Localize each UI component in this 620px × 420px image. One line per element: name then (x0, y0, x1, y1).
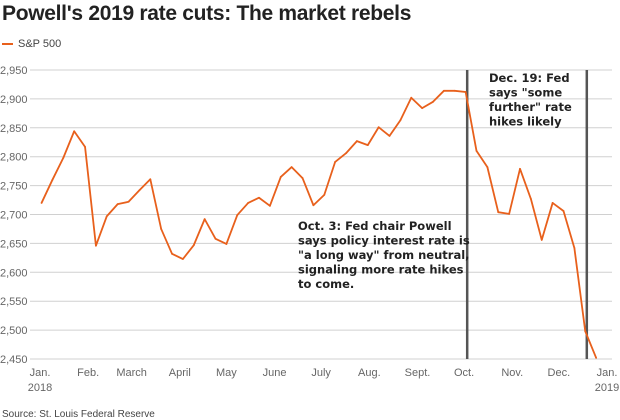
x-tick-year-label: 2019 (595, 382, 619, 394)
data-point (62, 156, 65, 159)
data-point (486, 166, 489, 169)
y-tick-label: 2,850 (0, 123, 28, 135)
y-tick-label: 2,700 (0, 210, 28, 222)
data-point (214, 237, 217, 240)
data-point (377, 126, 380, 129)
data-point (399, 119, 402, 122)
x-tick-label: Jan. (597, 367, 618, 379)
data-point (432, 100, 434, 103)
x-tick-label: March (116, 367, 147, 379)
x-tick-label: Aug. (358, 367, 381, 379)
x-tick-label: Nov. (501, 367, 523, 379)
annotation-text: says policy interest rate is (298, 234, 470, 248)
data-point (421, 107, 424, 110)
y-tick-label: 2,500 (0, 325, 28, 337)
data-point (595, 356, 598, 359)
data-point (519, 167, 521, 170)
data-point (562, 210, 565, 212)
data-point (366, 144, 369, 147)
data-point (225, 243, 228, 245)
data-point (290, 166, 293, 169)
data-point (105, 215, 108, 218)
sp500-line (40, 89, 597, 359)
data-point (410, 96, 413, 99)
y-tick-label: 2,800 (0, 152, 28, 164)
annotation-text: hikes likely (489, 115, 562, 129)
data-point (51, 178, 54, 181)
data-point (279, 176, 282, 178)
data-point (116, 203, 119, 205)
data-point (312, 204, 315, 207)
data-point (258, 196, 260, 199)
data-point (203, 218, 206, 221)
data-point (584, 330, 587, 333)
data-point (269, 204, 271, 207)
y-tick-label: 2,650 (0, 238, 28, 250)
data-point (236, 214, 239, 216)
x-tick-label: May (216, 367, 237, 379)
data-point (160, 228, 163, 230)
data-point (334, 161, 337, 163)
data-point (301, 177, 304, 179)
data-point (345, 152, 347, 155)
data-point (551, 202, 554, 204)
chart-title: Powell's 2019 rate cuts: The market rebe… (2, 2, 412, 25)
data-point (138, 189, 141, 192)
data-point (573, 247, 576, 249)
data-point (149, 178, 152, 181)
annotation-text: to come. (298, 277, 354, 291)
legend-swatch (2, 43, 13, 45)
data-point (540, 239, 543, 241)
data-point (508, 213, 511, 215)
y-tick-label: 2,450 (0, 354, 28, 366)
x-tick-label: Oct. (454, 367, 474, 379)
data-point (442, 89, 445, 92)
annotation-text: signaling more rate hikes (298, 263, 464, 277)
data-point (247, 202, 250, 204)
data-point (464, 91, 467, 93)
y-tick-label: 2,600 (0, 267, 28, 279)
annotation-text: further" rate (489, 100, 572, 114)
annotation-text: Dec. 19: Fed (489, 71, 570, 85)
y-tick-label: 2,950 (0, 65, 28, 77)
data-point (171, 252, 173, 255)
data-point (127, 200, 130, 203)
data-point (323, 193, 326, 196)
annotation-text: says "some (489, 86, 562, 100)
source-note: Source: St. Louis Federal Reserve (2, 409, 155, 420)
legend: S&P 500 (2, 38, 61, 50)
data-point (453, 89, 456, 92)
y-tick-label: 2,550 (0, 296, 28, 308)
data-point (192, 244, 195, 247)
x-tick-label: June (263, 367, 287, 379)
data-point (475, 150, 478, 152)
x-tick-label: Dec. (548, 367, 571, 379)
x-tick-label: Jan. (30, 367, 51, 379)
data-point (355, 140, 358, 142)
data-point (529, 197, 532, 200)
data-point (497, 211, 500, 214)
x-tick-year-label: 2018 (28, 382, 52, 394)
data-point (84, 145, 86, 148)
annotation-text: "a long way" from neutral, (298, 248, 470, 262)
y-tick-label: 2,900 (0, 94, 28, 106)
data-point (73, 130, 76, 133)
data-point (182, 258, 184, 260)
x-tick-label: Sept. (405, 367, 431, 379)
data-point (40, 202, 43, 204)
annotation-text: Oct. 3: Fed chair Powell (298, 219, 452, 233)
data-point (388, 134, 391, 137)
x-tick-label: April (169, 367, 191, 379)
legend-label: S&P 500 (18, 38, 62, 50)
y-tick-label: 2,750 (0, 181, 28, 193)
x-tick-label: Feb. (77, 367, 99, 379)
x-tick-label: July (311, 367, 331, 379)
data-point (95, 244, 97, 247)
